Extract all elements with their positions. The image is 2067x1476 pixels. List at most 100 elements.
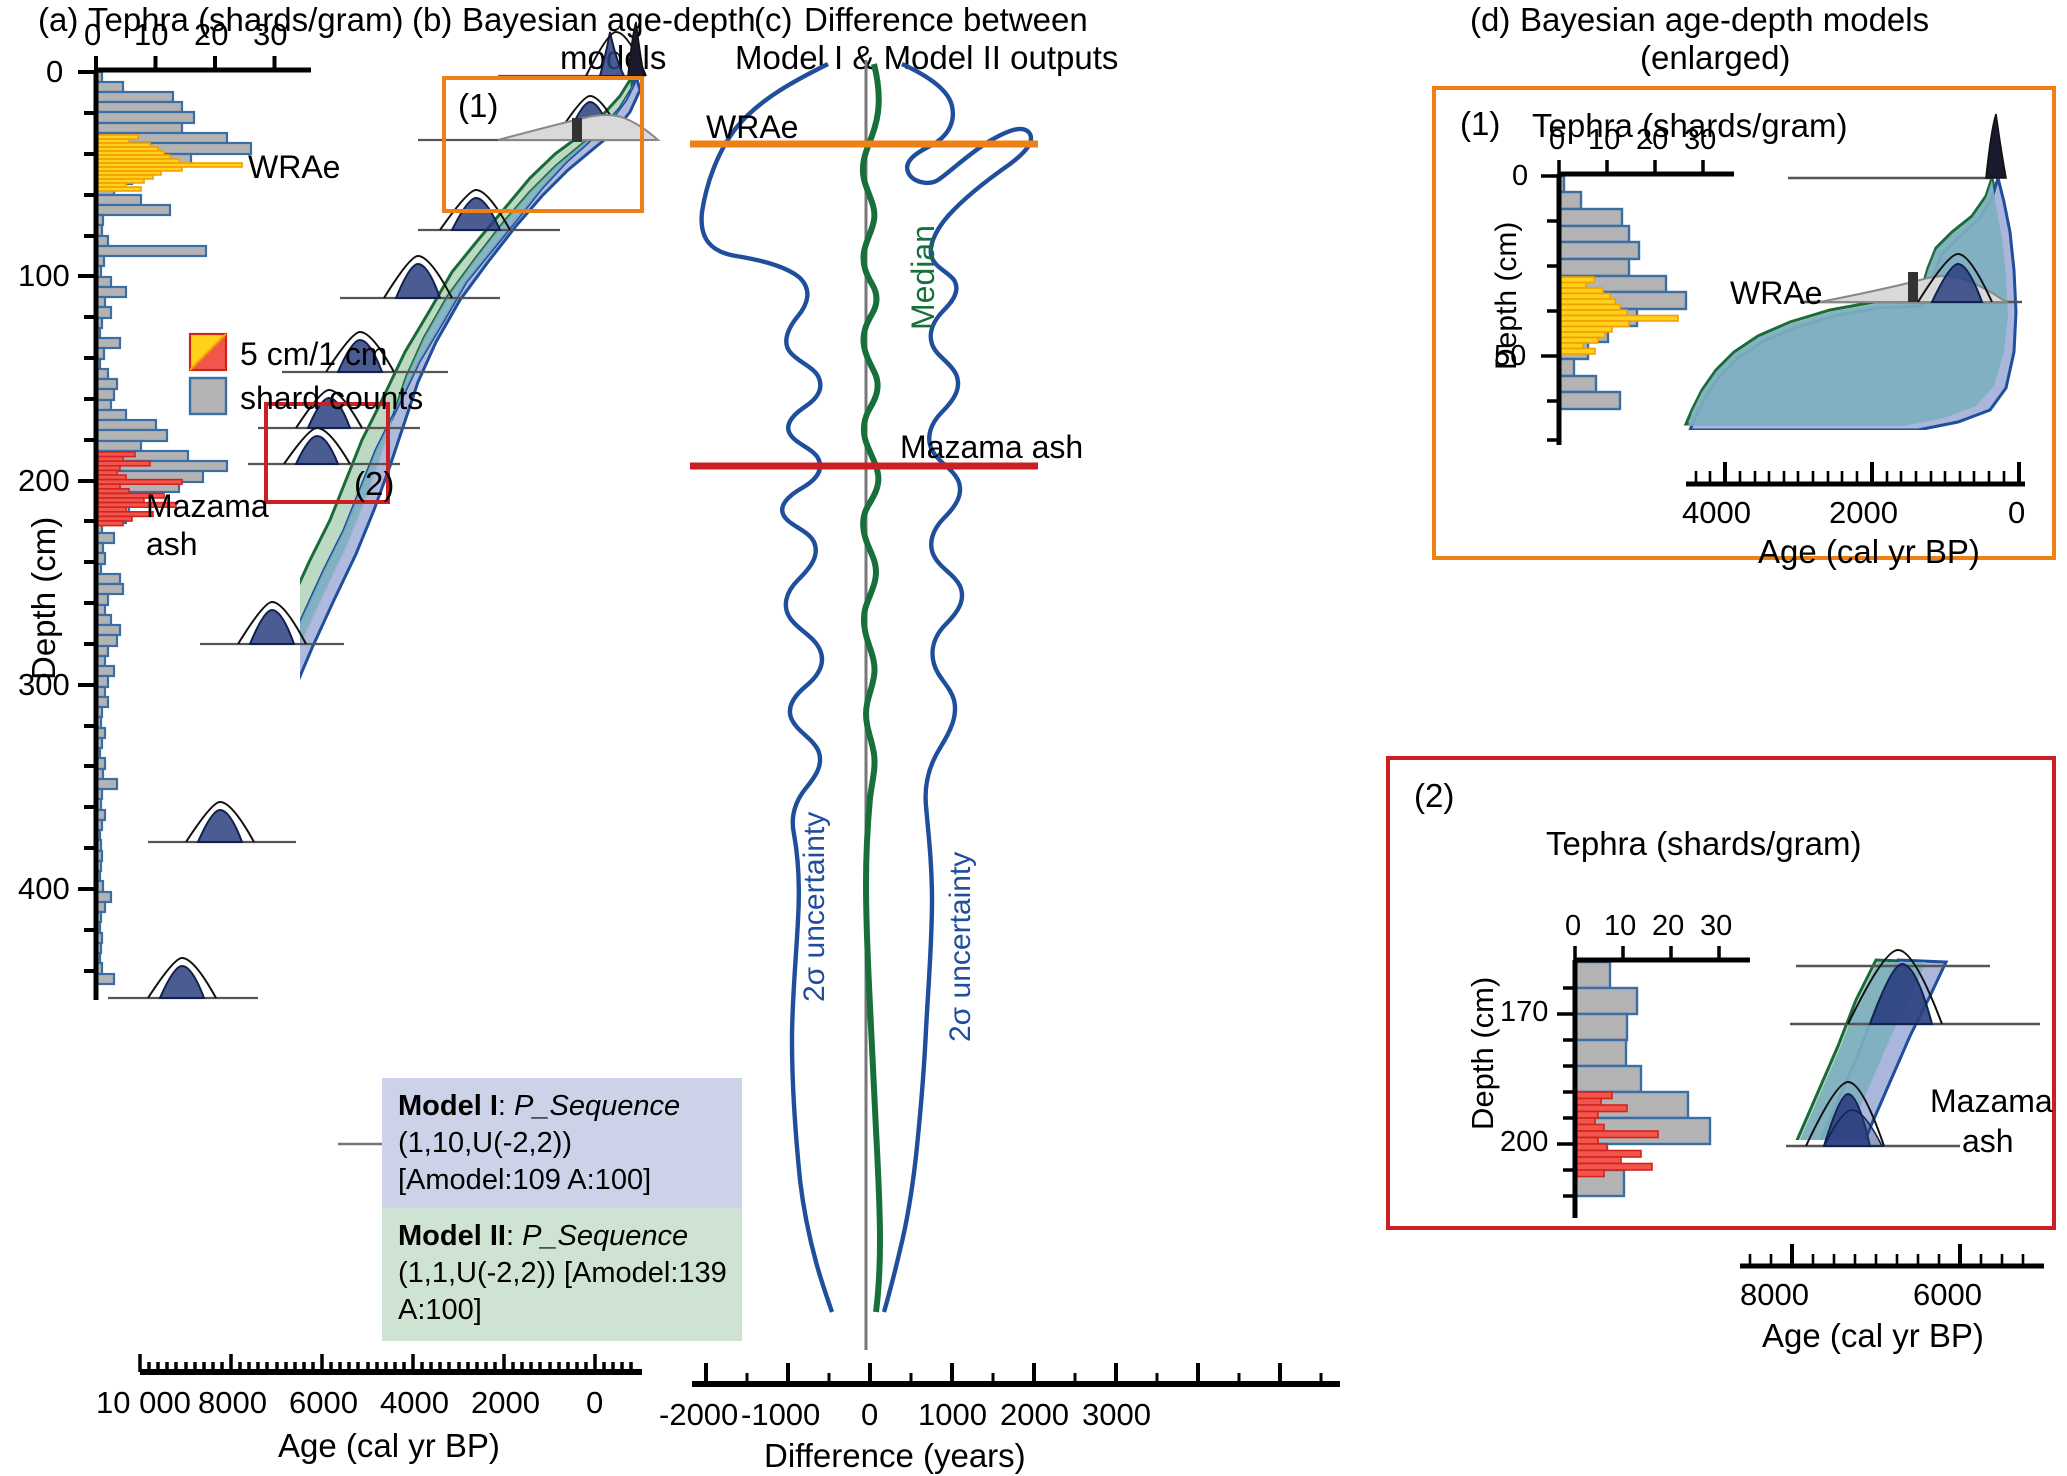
model-2-colon: : — [505, 1220, 523, 1252]
model-1-legend-box: Model I: P_Sequence (1,10,U(-2,2)) [Amod… — [382, 1078, 742, 1212]
panel-d-title-line1: Bayesian age-depth models — [1520, 1, 1930, 38]
inset-2-agetick-6000: 6000 — [1913, 1277, 1982, 1312]
inset-1-age-axis-title: Age (cal yr BP) — [1758, 533, 1980, 570]
inset-2-marker: (2) — [1414, 777, 1455, 814]
model-1-function: P_Sequence — [514, 1090, 681, 1122]
inset-1-xtick-10: 10 — [1588, 124, 1621, 156]
uncertainty-left-label: 2σ uncertainty — [798, 811, 831, 1002]
inset-1-tephra-title: Tephra (shards/gram) — [1532, 107, 1848, 144]
panel-a-ytick-400: 400 — [18, 871, 70, 906]
panel-c-xtick-2000: 2000 — [1000, 1397, 1069, 1432]
inset-2-date-distributions — [1786, 948, 2040, 1148]
inset-2-agetick-8000: 8000 — [1740, 1277, 1809, 1312]
mazama-1cm-bars — [96, 451, 183, 527]
inset-marker-2-label: (2) — [354, 465, 395, 502]
wrae-line-label-c: WRAe — [706, 109, 799, 145]
model-1-name: Model I — [398, 1090, 498, 1122]
panel-b-xtick-10000: 10 000 — [96, 1385, 191, 1420]
panel-b-label: (b) — [412, 1, 453, 38]
panel-a-ytick-300: 300 — [18, 667, 70, 702]
inset-1-marker: (1) — [1460, 105, 1501, 142]
inset-1-y-axis-title: Depth (cm) — [1490, 221, 1523, 370]
panel-c-x-axis — [692, 1363, 1340, 1387]
panel-b-date-distributions — [108, 21, 661, 1000]
inset-1-age-axis — [1686, 462, 2025, 487]
model-2-band — [300, 73, 634, 648]
inset-2-tephra-title: Tephra (shards/gram) — [1546, 825, 1862, 862]
uncertainty-right-label: 2σ uncertainty — [944, 851, 977, 1042]
inset-1-xtick-20: 20 — [1636, 124, 1669, 156]
panel-a-xtick-10: 10 — [134, 17, 169, 52]
panel-a-xtick-20: 20 — [194, 17, 229, 52]
inset-marker-1-label: (1) — [458, 87, 499, 124]
panel-a-y-axis-title: Depth (cm) — [25, 516, 62, 680]
inset-2-xtick-30: 30 — [1700, 910, 1733, 942]
panel-c-xtick-neg2000: -2000 — [659, 1397, 739, 1432]
mazama-line-label-c: Mazama ash — [900, 429, 1084, 465]
inset-1-xtick-0: 0 — [1549, 124, 1566, 156]
inset-2-age-axis-title: Age (cal yr BP) — [1762, 1317, 1984, 1354]
panel-c-xtick-neg1000: -1000 — [741, 1397, 821, 1432]
mazama-label-a: Mazama ash — [146, 488, 269, 563]
median-curve-label: Median — [905, 225, 941, 330]
inset-2-xtick-10: 10 — [1604, 910, 1637, 942]
inset-1-agetick-4000: 4000 — [1682, 495, 1751, 530]
panel-b-x-axis-title: Age (cal yr BP) — [278, 1427, 500, 1464]
panel-c-xtick-0: 0 — [861, 1397, 879, 1432]
inset-1-wrae-distribution — [1788, 113, 2022, 304]
inset-1-tephra-bars — [1557, 174, 1688, 411]
inset-1-box — [442, 76, 644, 213]
inset-2-ytick-200: 200 — [1500, 1126, 1549, 1158]
inset-2-xtick-20: 20 — [1652, 910, 1685, 942]
panel-d-title-line2: (enlarged) — [1640, 39, 1791, 76]
panel-b-xtick-6000: 6000 — [289, 1385, 358, 1420]
inset-1-models — [1683, 175, 2018, 430]
panel-b-title-line1: Bayesian age-depth — [462, 1, 756, 38]
panel-c-xtick-1000: 1000 — [918, 1397, 987, 1432]
panel-b-xtick-4000: 4000 — [380, 1385, 449, 1420]
model-2-function: P_Sequence — [522, 1220, 689, 1252]
inset-2-mazama-label-line2: ash — [1962, 1123, 2014, 1159]
panel-b-xtick-0: 0 — [586, 1385, 604, 1420]
panel-c-title-line2: Model I & Model II outputs — [735, 39, 1119, 76]
wrae-1cm-bars — [96, 134, 243, 192]
inset-1-ytick-50: 50 — [1494, 340, 1527, 372]
legend-swatch-shard — [188, 376, 228, 416]
inset-1-axes — [1541, 160, 1734, 445]
panel-a-y-ticks — [78, 70, 96, 973]
inset-2-age-axis — [1740, 1244, 2044, 1269]
panel-a-label: (a) — [38, 1, 79, 38]
inset-1-agetick-2000: 2000 — [1829, 495, 1898, 530]
wrae-label-a: WRAe — [248, 149, 341, 185]
median-curve — [860, 63, 884, 1313]
model-2-name: Model II — [398, 1220, 506, 1252]
inset-1-overlap-band — [1688, 180, 2008, 426]
panel-c-title-line1: Difference between — [804, 1, 1088, 38]
inset-2-tephra-bars — [1573, 960, 1712, 1198]
panel-a-xtick-30: 30 — [253, 17, 288, 52]
inset-2-xtick-0: 0 — [1565, 910, 1582, 942]
panel-a-ytick-100: 100 — [18, 258, 70, 293]
model-2-params: (1,1,U(-2,2)) [Amodel:139 A:100] — [398, 1257, 727, 1327]
inset-2-mazama-label-line1: Mazama — [1930, 1083, 2053, 1119]
inset-2-axes — [1557, 946, 1750, 1218]
inset-1-agetick-0: 0 — [2008, 495, 2026, 530]
panel-b-xtick-2000: 2000 — [471, 1385, 540, 1420]
panel-a-plot — [96, 72, 253, 986]
panel-a-xtick-0: 0 — [84, 17, 102, 52]
panel-d-label: (d) — [1470, 1, 1511, 38]
legend-label-shard: shard counts — [240, 380, 424, 416]
inset-1-ytick-0: 0 — [1512, 160, 1529, 192]
panel-a-title: Tephra (shards/gram) — [88, 1, 404, 38]
inset-1-wrae-label: WRAe — [1730, 275, 1823, 311]
inset-1-xtick-30: 30 — [1684, 124, 1717, 156]
inset-1-frame — [1432, 86, 2056, 560]
model-2-legend-box: Model II: P_Sequence (1,1,U(-2,2)) [Amod… — [382, 1208, 742, 1342]
inset-2-box — [264, 402, 390, 504]
inset-2-ytick-170: 170 — [1500, 996, 1549, 1028]
wrae-prior-marker — [572, 118, 582, 142]
panel-c-plot — [699, 60, 1034, 1350]
panel-a-ytick-200: 200 — [18, 463, 70, 498]
panel-b-xtick-8000: 8000 — [198, 1385, 267, 1420]
